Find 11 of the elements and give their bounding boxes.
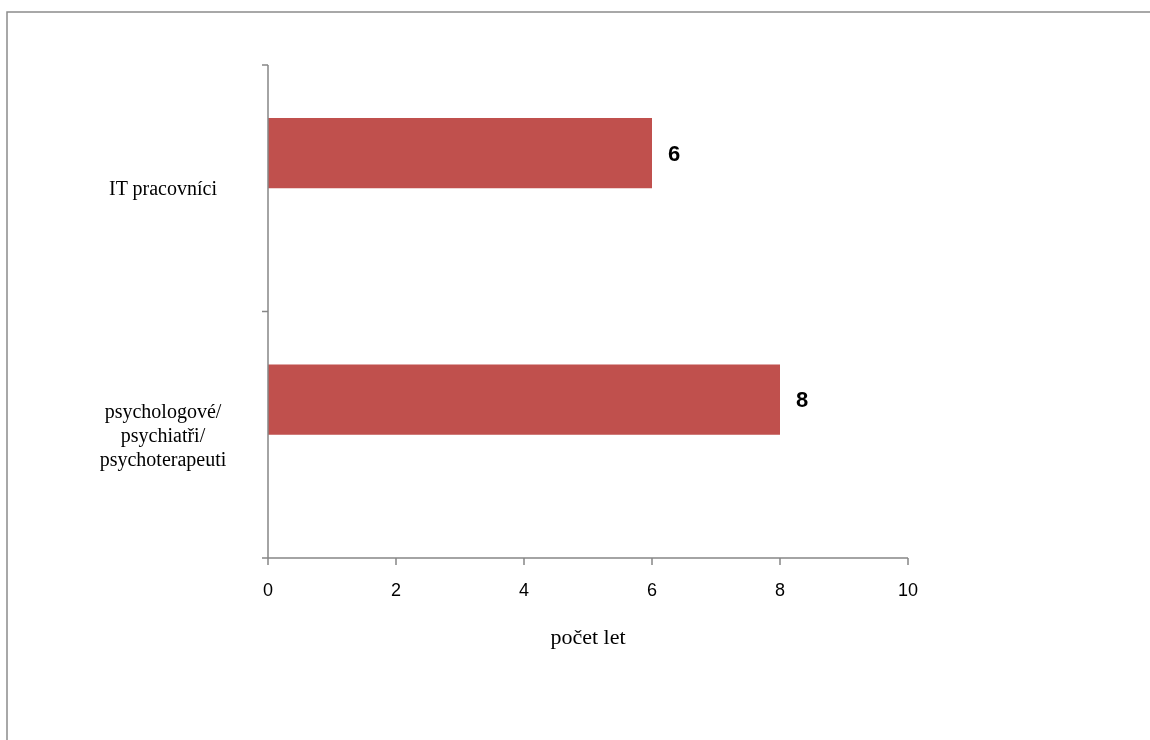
y-tick-label: psychologové/ psychiatři/ psychoterapeuti xyxy=(99,399,227,471)
x-tick-label: 2 xyxy=(390,580,402,600)
x-tick-label: 0 xyxy=(262,580,274,600)
x-tick-label: 8 xyxy=(774,580,786,600)
x-axis-title: počet let xyxy=(550,624,626,649)
y-tick-label: IT pracovníci xyxy=(109,177,218,201)
x-tick-label: 6 xyxy=(646,580,658,600)
data-label: 6 xyxy=(668,140,681,166)
x-tick-label: 10 xyxy=(897,580,919,600)
data-label: 8 xyxy=(796,387,809,413)
x-tick-label: 4 xyxy=(518,580,530,600)
